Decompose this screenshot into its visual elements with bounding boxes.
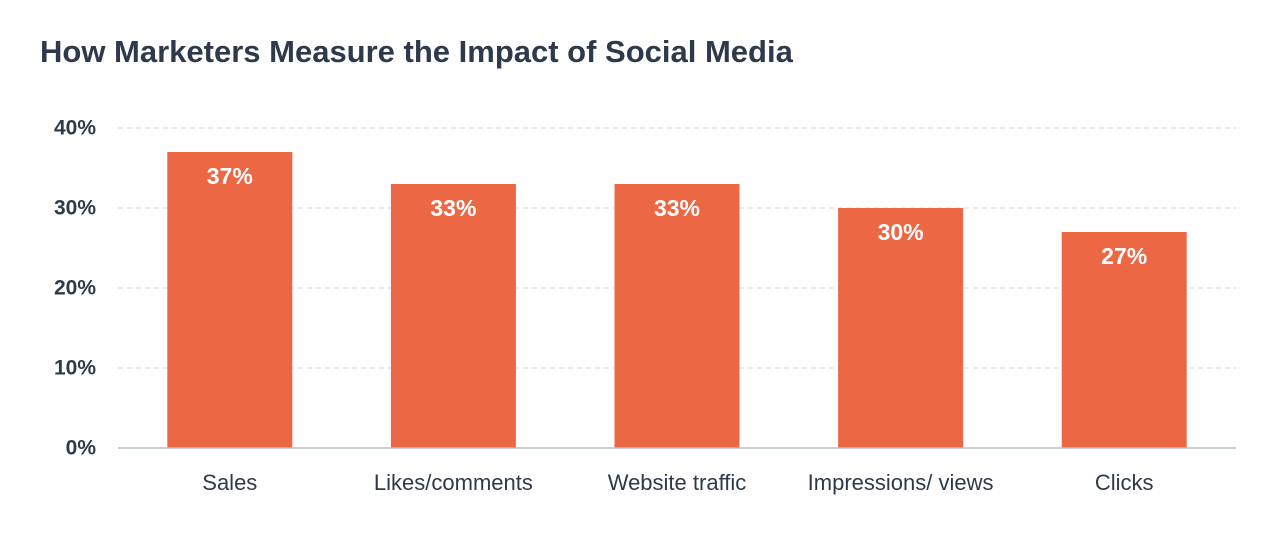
y-tick-label: 20% — [54, 277, 96, 300]
bar — [167, 152, 293, 448]
x-axis-labels: Sales Likes/comments Website traffic Impres… — [202, 470, 1153, 495]
x-tick-label: Likes/comments — [374, 470, 533, 495]
y-tick-label: 0% — [66, 437, 97, 460]
bar — [390, 184, 516, 448]
data-label: 30% — [878, 219, 924, 245]
bar — [1061, 232, 1187, 448]
x-tick-label: Clicks — [1095, 470, 1154, 495]
data-label: 27% — [1101, 243, 1147, 269]
bar — [838, 208, 964, 448]
y-tick-label: 30% — [54, 197, 96, 220]
y-tick-label: 40% — [54, 117, 96, 140]
data-label: 37% — [207, 163, 253, 189]
y-axis-ticks: 0% 10% 20% 30% 40% — [54, 117, 96, 460]
bar — [614, 184, 740, 448]
data-label: 33% — [430, 195, 476, 221]
x-tick-label: Impressions/ views — [808, 470, 994, 495]
x-tick-label: Website traffic — [608, 470, 747, 495]
y-tick-label: 10% — [54, 357, 96, 380]
bars: 37% 33% 33% 30% 27% — [167, 152, 1187, 448]
data-label: 33% — [654, 195, 700, 221]
x-tick-label: Sales — [202, 470, 257, 495]
chart-title: How Marketers Measure the Impact of Soci… — [40, 34, 793, 69]
